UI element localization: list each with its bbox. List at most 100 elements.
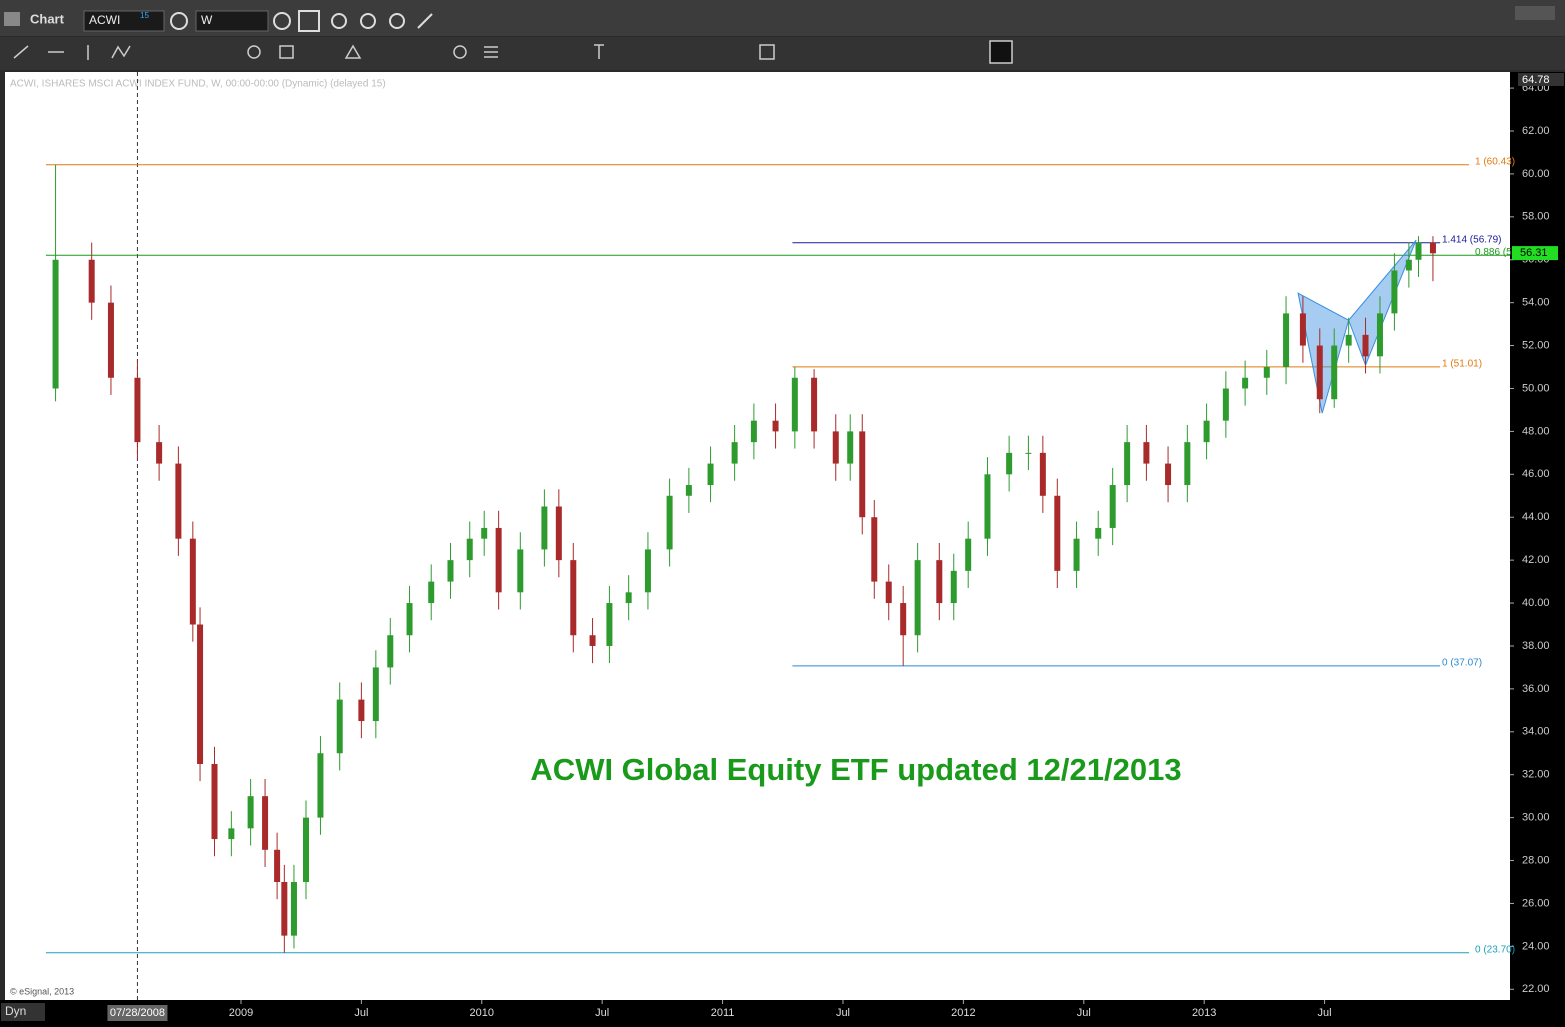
candle-body bbox=[1184, 442, 1191, 486]
x-tick-label: Jul bbox=[1077, 1007, 1091, 1019]
candle-body bbox=[859, 431, 866, 518]
candle-body bbox=[281, 881, 288, 936]
cursor-label: 07/28/2008 bbox=[110, 1007, 165, 1019]
fib-level-label: 1 (60.43) bbox=[1475, 156, 1515, 167]
candle-body bbox=[156, 442, 163, 464]
x-tick-label: 2011 bbox=[711, 1007, 735, 1019]
clock-button[interactable] bbox=[273, 12, 291, 30]
y-tick-label: 62.00 bbox=[1522, 125, 1550, 137]
candle-body bbox=[1283, 313, 1290, 368]
candle-body bbox=[447, 560, 454, 582]
candle-body bbox=[1429, 242, 1436, 254]
axis-top-box bbox=[1518, 73, 1564, 86]
candle-body bbox=[1362, 334, 1369, 357]
candle-body bbox=[262, 796, 269, 850]
candle-body bbox=[1073, 538, 1080, 571]
candle-body bbox=[555, 506, 562, 561]
rect-tool[interactable] bbox=[279, 45, 294, 59]
fib-level-label: 1 (51.01) bbox=[1442, 358, 1482, 369]
draw-button[interactable] bbox=[298, 10, 320, 32]
symbol-input[interactable] bbox=[83, 10, 165, 32]
y-tick-label: 46.00 bbox=[1522, 468, 1550, 480]
refresh-button[interactable] bbox=[331, 13, 347, 29]
candle-body bbox=[495, 527, 502, 593]
candle-body bbox=[950, 570, 957, 604]
grid-tool[interactable] bbox=[759, 44, 775, 60]
candle-body bbox=[134, 377, 141, 443]
interval-input[interactable] bbox=[195, 10, 269, 32]
alert-button[interactable] bbox=[389, 13, 405, 29]
window-controls[interactable] bbox=[1515, 6, 1555, 20]
y-tick-label: 22.00 bbox=[1522, 983, 1550, 995]
y-tick-label: 44.00 bbox=[1522, 511, 1550, 523]
magnet-tool[interactable] bbox=[989, 40, 1013, 64]
candle-body bbox=[189, 538, 196, 625]
x-tick-label: Jul bbox=[1318, 1007, 1332, 1019]
candle-body bbox=[1124, 442, 1131, 486]
candle-body bbox=[1095, 527, 1102, 539]
candle-body bbox=[750, 420, 757, 443]
y-tick-label: 26.00 bbox=[1522, 897, 1550, 909]
candle-body bbox=[1039, 452, 1046, 496]
candle-body bbox=[847, 431, 854, 464]
candle-body bbox=[1165, 463, 1172, 486]
candle-body bbox=[358, 699, 365, 722]
candle-body bbox=[387, 635, 394, 668]
mode: Dyn bbox=[5, 1004, 26, 1018]
drawing-toolbar bbox=[0, 37, 1565, 70]
triangle-tool[interactable] bbox=[344, 44, 362, 59]
candle-body bbox=[1222, 388, 1229, 421]
price-axis bbox=[1510, 72, 1565, 1000]
tool-button[interactable] bbox=[417, 13, 433, 29]
x-tick-label: 2013 bbox=[1192, 1007, 1216, 1019]
candle-body bbox=[731, 442, 738, 464]
drawing-tools bbox=[13, 40, 1013, 64]
candle-body bbox=[52, 259, 59, 389]
candle-body bbox=[1025, 452, 1032, 454]
y-tick-label: 54.00 bbox=[1522, 297, 1550, 309]
fib-tool[interactable] bbox=[484, 46, 498, 58]
fib-level-label: 0 (37.07) bbox=[1442, 658, 1482, 669]
wave-tool[interactable] bbox=[111, 45, 131, 59]
candle-body bbox=[965, 538, 972, 571]
candle-body bbox=[811, 377, 818, 432]
ellipse-tool[interactable] bbox=[247, 45, 261, 59]
candle-body bbox=[1242, 377, 1249, 389]
line-tool[interactable] bbox=[13, 45, 29, 59]
candle-body bbox=[666, 495, 673, 550]
symbol: ACWI bbox=[89, 13, 120, 27]
x-tick-label: Jul bbox=[836, 1007, 850, 1019]
y-tick-label: 42.00 bbox=[1522, 554, 1550, 566]
candle-body bbox=[372, 667, 379, 722]
candle-body bbox=[290, 881, 297, 936]
y-tick-label: 60.00 bbox=[1522, 168, 1550, 180]
x-tick-label: 2009 bbox=[229, 1007, 253, 1019]
candle-body bbox=[274, 849, 281, 882]
mode-button[interactable] bbox=[1, 1003, 45, 1021]
candle-body bbox=[625, 592, 632, 604]
candle-body bbox=[685, 485, 692, 496]
play-button[interactable] bbox=[360, 13, 376, 29]
candle-body bbox=[1316, 345, 1323, 400]
candle-body bbox=[885, 581, 892, 604]
settings-button[interactable] bbox=[170, 12, 188, 30]
candle-body bbox=[481, 527, 488, 539]
candle-body bbox=[1405, 259, 1412, 271]
interval: W bbox=[201, 13, 213, 27]
circle-tool[interactable] bbox=[453, 45, 467, 59]
plot-area bbox=[5, 72, 1510, 1000]
chart-title: ACWI Global Equity ETF updated 12/21/201… bbox=[530, 752, 1181, 787]
candle-body bbox=[984, 474, 991, 539]
candle-body bbox=[336, 699, 343, 754]
text-tool[interactable] bbox=[594, 44, 604, 59]
candle-body bbox=[211, 763, 218, 840]
candle-body bbox=[1203, 420, 1210, 443]
candle-body bbox=[1143, 442, 1150, 464]
candle-body bbox=[175, 463, 182, 539]
candle-body bbox=[936, 560, 943, 604]
candle-body bbox=[570, 560, 577, 636]
cursor-label-box bbox=[107, 1005, 168, 1021]
y-tick-label: 24.00 bbox=[1522, 940, 1550, 952]
candle-body bbox=[466, 538, 473, 561]
